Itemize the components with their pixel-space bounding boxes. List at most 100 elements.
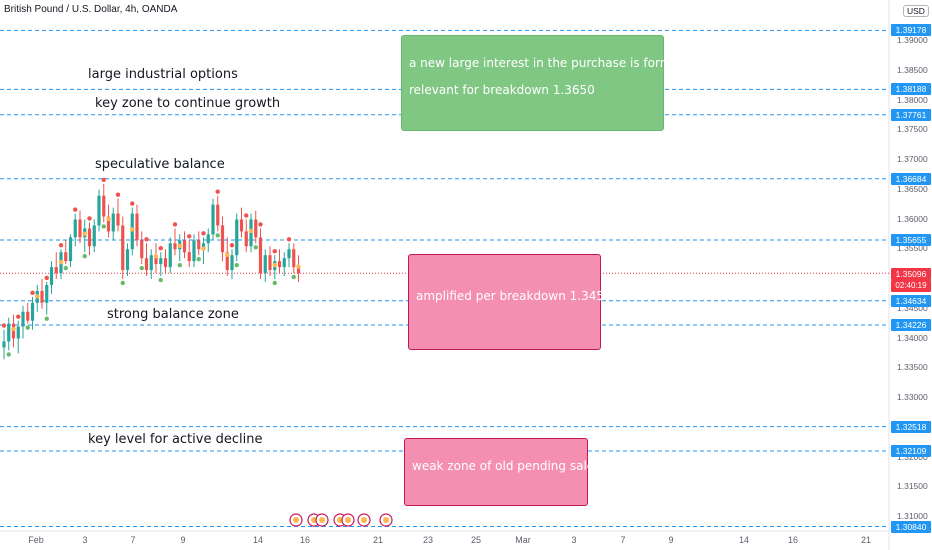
x-tick-label: 9 (180, 535, 186, 545)
level-price-tag: 1.36684 (891, 172, 931, 185)
event-icon-core (345, 517, 351, 523)
candle-body (258, 237, 263, 274)
symbol-title[interactable]: British Pound / U.S. Dollar, 4h, OANDA (4, 4, 178, 15)
candle-body (54, 267, 58, 274)
note-key-level: key level for active decline (88, 432, 263, 447)
signal-dot (58, 243, 64, 248)
signal-dot (286, 237, 292, 242)
candle-body (168, 243, 172, 268)
candle-body (49, 267, 54, 285)
candle-body (16, 326, 20, 339)
signal-dot (158, 246, 163, 251)
y-tick-label: 1.34500 (897, 302, 928, 313)
signal-dot (177, 262, 182, 268)
candle-body (263, 255, 267, 274)
event-icon-core (383, 517, 389, 523)
candle-body (182, 240, 187, 253)
candle-body (7, 323, 11, 342)
level-price-tag: 1.32518 (891, 420, 931, 433)
candle-body (192, 240, 196, 262)
signal-dot (296, 264, 301, 269)
candle-body (268, 255, 272, 271)
green-box-line1: a new large interest in the purchase is … (409, 56, 687, 70)
signal-dot (25, 325, 30, 330)
y-tick-label: 1.35500 (897, 243, 928, 254)
candle-body (97, 195, 101, 226)
y-tick-label: 1.38000 (897, 94, 928, 105)
signal-dot (120, 280, 125, 286)
note-key-zone: key zone to continue growth (95, 96, 281, 111)
candle-body (296, 267, 301, 274)
x-tick-label: 7 (620, 535, 626, 545)
candle-body (173, 243, 177, 250)
candle-body (282, 258, 286, 268)
candle-body (216, 204, 220, 226)
x-tick-label: 25 (470, 535, 482, 545)
x-tick-label: 7 (130, 535, 136, 545)
y-tick-label: 1.36500 (897, 183, 928, 194)
currency-selector[interactable]: USD (903, 5, 929, 17)
candle-body (277, 261, 282, 268)
level-price-tag: 1.32109 (891, 445, 931, 457)
candle-body (102, 195, 106, 217)
candle-body (64, 252, 68, 262)
signal-dot (44, 316, 49, 321)
candle-body (154, 255, 158, 265)
candle-body (116, 213, 120, 226)
green-annotation-box[interactable]: a new large interest in the purchase is … (401, 35, 686, 131)
note-strong-balance: strong balance zone (107, 307, 239, 322)
note-large-options: large industrial options (88, 67, 238, 82)
pink-annotation-box-low[interactable]: weak zone of old pending sales (404, 438, 600, 506)
signal-dot (225, 252, 230, 257)
signal-dot (272, 262, 277, 268)
countdown-tag: 02:40:19 (891, 280, 931, 292)
candle-body (121, 225, 125, 271)
green-box-line2: relevant for breakdown 1.3650 (409, 83, 595, 97)
signal-dot (87, 216, 92, 221)
candle-body (149, 255, 153, 271)
note-speculative-balance: speculative balance (95, 157, 225, 172)
signal-dot (106, 216, 111, 222)
signal-dot (187, 234, 192, 239)
signal-dot (272, 249, 277, 254)
signal-dot (291, 274, 296, 280)
level-price-tag: 1.38188 (891, 83, 931, 96)
candle-body (230, 255, 234, 271)
pink-annotation-box-mid[interactable]: amplified per breakdown 1.3450 (408, 254, 612, 350)
candle-body (239, 219, 244, 232)
current-price-tag: 1.35096 (891, 268, 931, 280)
candle-body (140, 240, 144, 259)
event-icon-core (311, 517, 317, 523)
signal-dot (153, 253, 159, 259)
x-tick-label: 21 (372, 535, 384, 545)
signal-dot (101, 224, 106, 229)
candle-body (92, 225, 96, 247)
x-tick-label: Feb (28, 535, 44, 545)
y-tick-label: 1.36000 (897, 213, 928, 224)
event-icon-core (293, 517, 299, 523)
candle-body (163, 258, 168, 268)
candle-body (73, 219, 77, 238)
x-tick-label: 14 (252, 535, 264, 545)
level-price-tag: 1.34226 (891, 319, 931, 332)
signal-dot (248, 228, 254, 234)
signal-dot (158, 277, 163, 283)
candle-body (30, 302, 35, 321)
candle-body (125, 249, 130, 271)
signal-dot (201, 231, 206, 236)
signal-dot (73, 207, 78, 212)
x-tick-label: 9 (668, 535, 674, 545)
candle-body (78, 219, 82, 238)
candle-body (235, 219, 239, 256)
candle-body (144, 258, 149, 271)
candle-body (187, 252, 191, 262)
level-price-tag: 1.30840 (891, 520, 931, 533)
y-tick-label: 1.37000 (897, 154, 928, 164)
x-tick-label: 16 (787, 535, 799, 545)
y-tick-label: 1.31500 (897, 481, 928, 492)
signal-dot (35, 294, 40, 299)
level-price-tag: 1.34634 (891, 294, 931, 307)
y-tick-label: 1.37500 (897, 124, 928, 135)
level-price-tag: 1.39178 (891, 24, 931, 37)
